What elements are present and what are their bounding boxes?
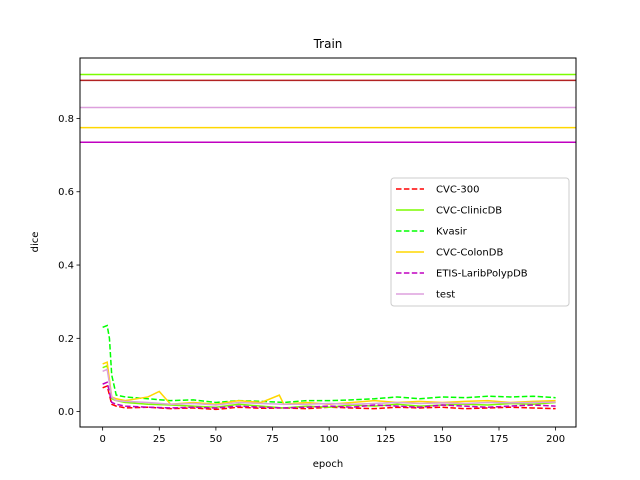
legend-label: Kvasir (436, 227, 468, 238)
x-tick-label: 100 (320, 434, 339, 445)
series-line-etis-laribpolypdb (102, 381, 556, 409)
legend-label: test (436, 290, 455, 301)
y-tick-label: 0.8 (58, 114, 74, 125)
legend-label: CVC-ColonDB (436, 248, 503, 259)
y-tick-label: 0.0 (58, 407, 74, 418)
x-tick-label: 200 (546, 434, 565, 445)
y-axis-label: dice (30, 232, 41, 253)
x-axis-label: epoch (313, 459, 343, 470)
series-line-test (102, 368, 556, 406)
legend: CVC-300 CVC-ClinicDB Kvasir CVC-ColonDB ETIS… (390, 177, 570, 307)
series-lines (102, 324, 556, 411)
y-axis: 0.0 0.2 0.4 0.6 0.8 (58, 114, 80, 418)
series-line-cvc-colondb (102, 361, 556, 406)
x-tick-label: 50 (210, 434, 223, 445)
y-tick-label: 0.4 (58, 261, 74, 272)
reference-lines (80, 73, 576, 144)
x-tick-label: 125 (376, 434, 395, 445)
legend-label: ETIS-LaribPolypDB (436, 269, 528, 280)
x-tick-label: 150 (433, 434, 452, 445)
x-tick-label: 0 (99, 434, 105, 445)
y-tick-label: 0.2 (58, 334, 74, 345)
x-axis: 0 25 50 75 100 125 150 175 200 (99, 427, 565, 445)
series-line-kvasir (102, 324, 556, 404)
legend-box (390, 177, 570, 307)
chart-title: Train (313, 37, 343, 51)
x-tick-label: 25 (153, 434, 166, 445)
legend-label: CVC-300 (436, 185, 480, 196)
x-tick-label: 75 (266, 434, 279, 445)
y-tick-label: 0.6 (58, 187, 74, 198)
x-tick-label: 175 (489, 434, 508, 445)
legend-label: CVC-ClinicDB (436, 206, 502, 217)
plot-frame (79, 57, 577, 428)
